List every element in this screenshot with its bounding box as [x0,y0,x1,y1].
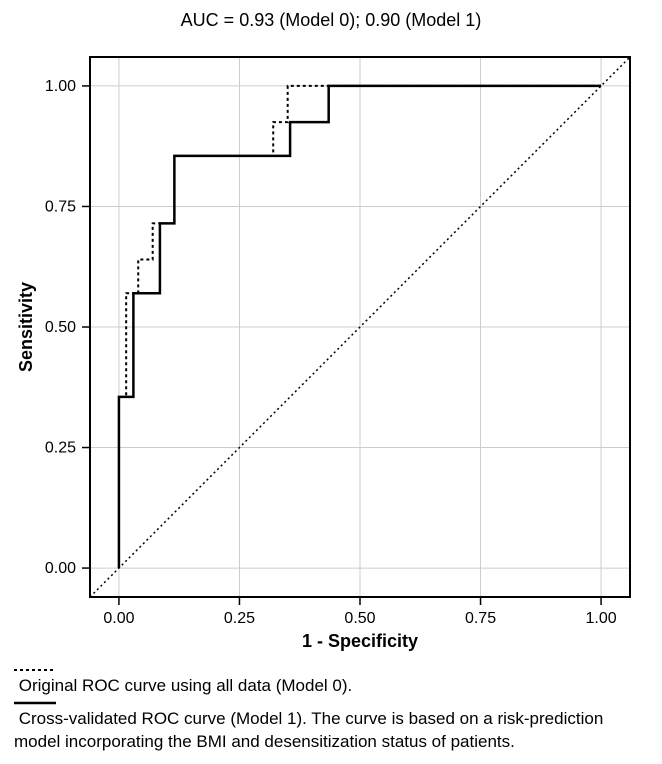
svg-text:1.00: 1.00 [45,78,76,95]
svg-text:0.75: 0.75 [465,610,496,627]
figure-container: AUC = 0.93 (Model 0); 0.90 (Model 1) 0.0… [10,10,652,754]
roc-chart: 0.00 0.25 0.50 0.75 1.00 0.00 0.25 0.50 0.75 1.00… [10,37,652,657]
svg-text:0.25: 0.25 [224,610,255,627]
svg-text:0.25: 0.25 [45,440,76,457]
svg-text:0.75: 0.75 [45,198,76,215]
chart-title: AUC = 0.93 (Model 0); 0.90 (Model 1) [10,10,652,31]
svg-text:Sensitivity: Sensitivity [16,282,36,372]
svg-text:0.50: 0.50 [344,610,375,627]
svg-text:1 - Specificity: 1 - Specificity [302,631,418,651]
legend-solid-icon [14,698,56,708]
svg-text:0.50: 0.50 [45,319,76,336]
legend-dash-icon [14,665,56,675]
figure-caption: Original ROC curve using all data (Model… [10,665,652,754]
caption-model1: Cross-validated ROC curve (Model 1). The… [14,709,603,751]
svg-text:0.00: 0.00 [103,610,134,627]
svg-text:1.00: 1.00 [586,610,617,627]
svg-text:0.00: 0.00 [45,560,76,577]
caption-model0: Original ROC curve using all data (Model… [19,676,353,695]
